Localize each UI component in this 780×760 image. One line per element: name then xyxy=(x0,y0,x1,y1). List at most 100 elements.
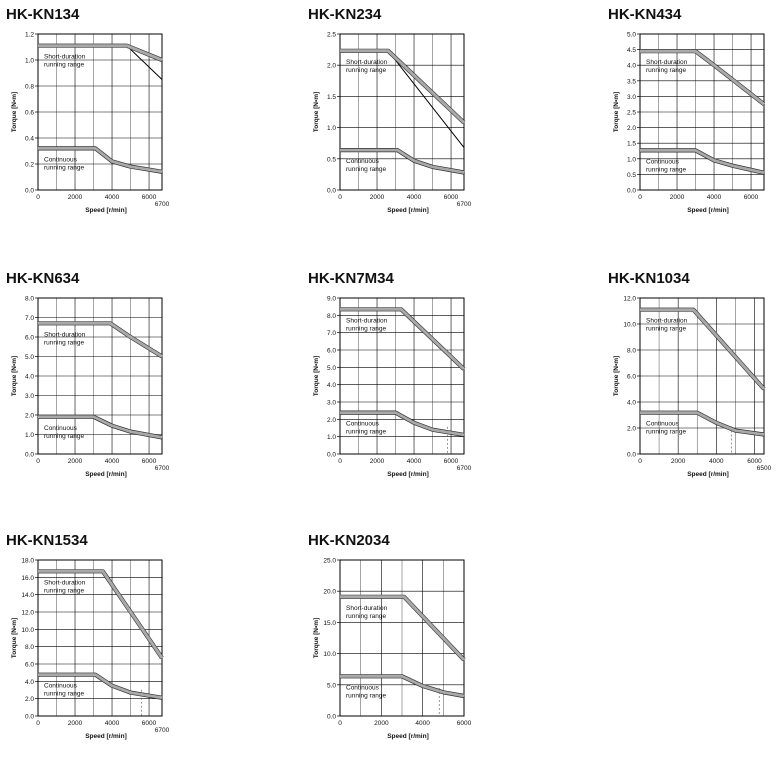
x-tick-label: 4000 xyxy=(707,194,722,201)
short-duration-label: Short-duration xyxy=(44,579,86,586)
torque-speed-chart: 0.0 0.5 1.0 1.5 2.0 2.5 3.0 3.5 4.0 4.5 5.0 0 2000 40… xyxy=(613,32,766,214)
x-tick-label: 2000 xyxy=(370,194,385,201)
y-tick-label: 0.0 xyxy=(327,452,336,459)
torque-speed-chart: 0.0 1.0 2.0 3.0 4.0 5.0 6.0 7.0 8.0 9.0 0 2000 4000 6… xyxy=(313,296,472,479)
x-tick-label: 0 xyxy=(36,194,40,201)
y-axis-label: Torque [N•m] xyxy=(11,618,18,658)
plot-frame xyxy=(639,33,765,191)
y-axis-label: Torque [N•m] xyxy=(11,356,18,396)
x-tick-label: 2000 xyxy=(68,194,83,201)
continuous-curve xyxy=(640,149,765,175)
x-axis-label: Speed [r/min] xyxy=(85,733,127,740)
x-tick-label: 2000 xyxy=(68,458,83,465)
y-tick-label: 10.0 xyxy=(21,627,34,634)
continuous-curve xyxy=(340,148,465,174)
y-tick-label: 5.0 xyxy=(327,682,336,689)
y-tick-label: 0.0 xyxy=(327,188,336,195)
y-tick-label: 4.0 xyxy=(627,63,636,70)
x-max-label: 6700 xyxy=(155,727,170,734)
y-tick-label: 1.0 xyxy=(25,58,34,65)
chart-title: HK-KN7M34 xyxy=(308,270,394,287)
x-tick-label: 6000 xyxy=(457,720,472,727)
x-tick-label: 2000 xyxy=(670,194,685,201)
y-tick-label: 6.0 xyxy=(25,662,34,669)
x-axis-label: Speed [r/min] xyxy=(687,207,729,214)
y-tick-label: 8.0 xyxy=(25,296,34,303)
y-tick-label: 25.0 xyxy=(323,558,336,565)
y-tick-label: 1.0 xyxy=(327,125,336,132)
continuous-label: running range xyxy=(346,692,386,699)
torque-chart-panel: HK-KN634 0.0 1.0 2.0 3.0 4.0 5.0 6.0 7.0 8.0 0 2000… xyxy=(0,270,176,498)
chart-title: HK-KN434 xyxy=(608,6,682,23)
y-tick-label: 4.0 xyxy=(327,382,336,389)
continuous-label: Continuous xyxy=(646,421,680,428)
y-tick-label: 18.0 xyxy=(21,558,34,565)
chart-title: HK-KN2034 xyxy=(308,532,390,549)
torque-chart-panel: HK-KN7M34 0.0 1.0 2.0 3.0 4.0 5.0 6.0 7.0 8.0 9.0 0… xyxy=(302,270,478,498)
x-tick-label: 0 xyxy=(338,458,342,465)
short-duration-label: running range xyxy=(44,62,84,69)
short-duration-label: Short-duration xyxy=(646,59,688,66)
torque-chart-panel: HK-KN234 0.0 0.5 1.0 1.5 2.0 2.5 0 2000 4000 6000 6… xyxy=(302,6,478,234)
y-tick-label: 7.0 xyxy=(327,330,336,337)
short-duration-curve xyxy=(640,308,766,390)
short-duration-label: running range xyxy=(346,325,386,332)
y-tick-label: 12.0 xyxy=(21,610,34,617)
y-tick-label: 4.5 xyxy=(627,47,636,54)
y-tick-label: 1.5 xyxy=(327,94,336,101)
y-tick-label: 8.0 xyxy=(627,348,636,355)
x-tick-label: 0 xyxy=(36,720,40,727)
x-tick-label: 0 xyxy=(338,194,342,201)
continuous-label: Continuous xyxy=(346,158,380,165)
y-tick-label: 3.0 xyxy=(327,400,336,407)
y-tick-label: 1.2 xyxy=(25,32,34,39)
torque-speed-chart: 0.0 2.0 4.0 6.0 8.0 10.0 12.0 0 2000 4000 60006500… xyxy=(613,296,772,479)
short-duration-curve xyxy=(340,49,466,124)
y-tick-label: 0.0 xyxy=(25,188,34,195)
y-tick-label: 2.5 xyxy=(327,32,336,39)
y-tick-label: 0.0 xyxy=(327,714,336,721)
x-tick-label: 2000 xyxy=(370,458,385,465)
y-tick-label: 3.0 xyxy=(627,94,636,101)
x-axis-label: Speed [r/min] xyxy=(387,733,429,740)
y-axis-label: Torque [N•m] xyxy=(11,92,18,132)
x-tick-label: 6000 xyxy=(747,458,762,465)
plot-frame xyxy=(339,559,465,717)
y-tick-label: 0.0 xyxy=(25,452,34,459)
torque-speed-chart: 0.0 5.0 10.0 15.0 20.0 25.0 0 2000 4000 6000 Speed… xyxy=(313,558,472,741)
y-tick-label: 0.4 xyxy=(25,136,34,143)
y-tick-label: 2.5 xyxy=(627,110,636,117)
chart-title: HK-KN134 xyxy=(6,6,80,23)
short-duration-label: running range xyxy=(646,67,686,74)
short-duration-thin-curve xyxy=(387,50,465,148)
x-axis-label: Speed [r/min] xyxy=(85,207,127,214)
x-max-label: 6700 xyxy=(155,465,170,472)
short-duration-curve xyxy=(38,569,164,659)
continuous-curve xyxy=(640,411,765,436)
y-tick-label: 1.0 xyxy=(627,156,636,163)
x-max-label: 6700 xyxy=(457,465,472,472)
x-tick-label: 4000 xyxy=(709,458,724,465)
y-tick-label: 0.6 xyxy=(25,110,34,117)
y-axis-label: Torque [N•m] xyxy=(613,356,620,396)
y-tick-label: 1.5 xyxy=(627,141,636,148)
y-tick-label: 12.0 xyxy=(623,296,636,303)
short-duration-label: Short-duration xyxy=(346,59,388,66)
continuous-label: Continuous xyxy=(346,684,380,691)
y-tick-label: 2.0 xyxy=(627,426,636,433)
x-tick-label: 4000 xyxy=(105,194,120,201)
y-tick-label: 5.0 xyxy=(327,365,336,372)
y-tick-label: 1.0 xyxy=(25,432,34,439)
x-tick-label: 2000 xyxy=(68,720,83,727)
chart-title: HK-KN634 xyxy=(6,270,80,287)
chart-title: HK-KN1534 xyxy=(6,532,88,549)
x-axis-label: Speed [r/min] xyxy=(687,471,729,478)
x-tick-label: 0 xyxy=(36,458,40,465)
y-tick-label: 3.0 xyxy=(25,393,34,400)
x-tick-label: 2000 xyxy=(374,720,389,727)
y-tick-label: 7.0 xyxy=(25,315,34,322)
y-tick-label: 5.0 xyxy=(25,354,34,361)
y-axis-label: Torque [N•m] xyxy=(313,356,320,396)
